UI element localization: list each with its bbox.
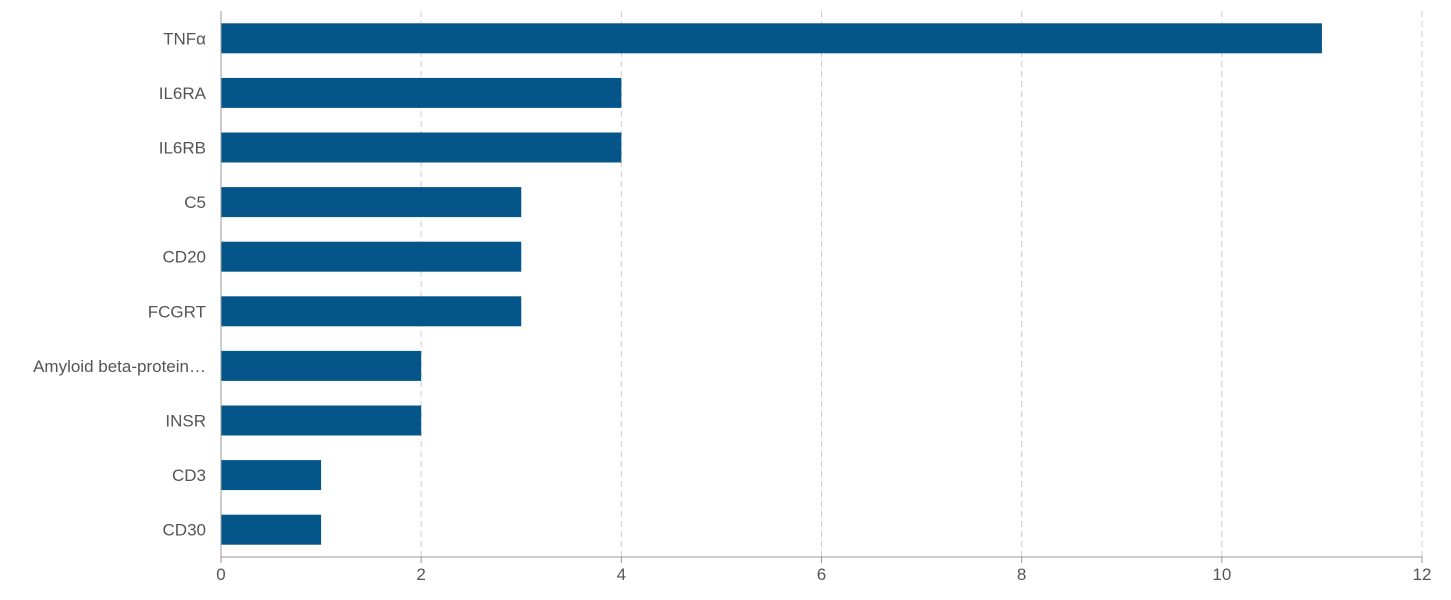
bar[interactable] (221, 405, 422, 436)
category-label: CD20 (163, 248, 206, 267)
category-label: IL6RA (159, 84, 207, 103)
bar[interactable] (221, 77, 622, 108)
x-tick-label: 8 (1017, 565, 1026, 584)
bar[interactable] (221, 296, 522, 327)
bar[interactable] (221, 132, 622, 163)
category-label: Amyloid beta-protein… (33, 357, 206, 376)
bar[interactable] (221, 514, 322, 545)
x-tick-label: 12 (1413, 565, 1432, 584)
x-tick-label: 0 (216, 565, 225, 584)
category-label: TNFα (163, 29, 206, 48)
bar[interactable] (221, 350, 422, 381)
category-label: CD3 (172, 466, 206, 485)
bar[interactable] (221, 187, 522, 218)
category-labels: TNFα IL6RA IL6RB C5 CD20 FCGRT Amyloid beta-pr… (33, 29, 207, 539)
axes (220, 11, 1423, 563)
x-tick-label: 2 (416, 565, 425, 584)
category-label: C5 (184, 193, 206, 212)
category-label: FCGRT (148, 302, 206, 321)
category-label: CD30 (163, 521, 206, 540)
x-tick-label: 4 (617, 565, 626, 584)
bar[interactable] (221, 460, 322, 491)
x-tick-labels: 0 2 4 6 8 10 12 (216, 565, 1431, 584)
bar[interactable] (221, 23, 1322, 54)
x-tick-label: 6 (817, 565, 826, 584)
category-label: IL6RB (159, 139, 206, 158)
bar[interactable] (221, 241, 522, 272)
x-tick-label: 10 (1212, 565, 1231, 584)
bars (221, 23, 1322, 545)
category-label: INSR (165, 412, 206, 431)
